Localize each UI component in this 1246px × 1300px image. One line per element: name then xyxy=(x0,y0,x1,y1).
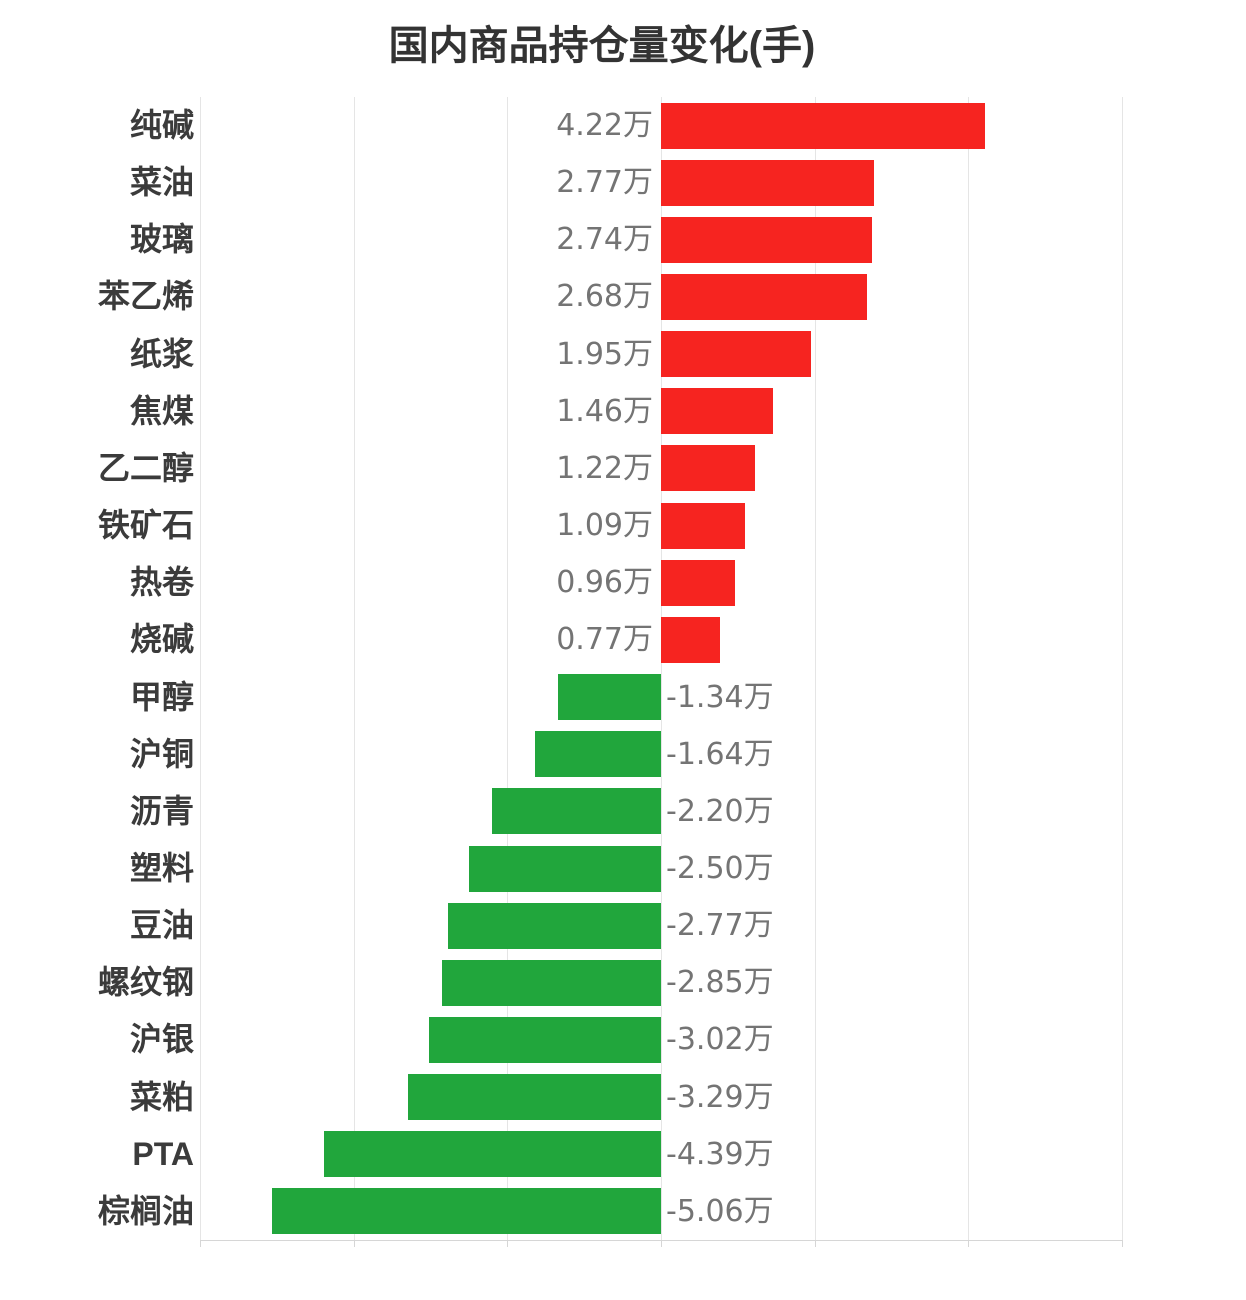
bar-row: 沪银 -3.02万 xyxy=(130,1011,1122,1068)
category-label: 纸浆 xyxy=(129,335,194,372)
negative-bar xyxy=(408,1074,661,1121)
value-label: 1.22万 xyxy=(556,450,653,486)
bar-row: 烧碱 0.77万 xyxy=(130,611,1122,668)
bar-row: 热卷 0.96万 xyxy=(130,554,1122,611)
axis-tick xyxy=(353,1241,355,1247)
positive-bar xyxy=(661,216,872,263)
category-label: 烧碱 xyxy=(129,621,194,658)
value-label: 0.96万 xyxy=(556,565,653,601)
value-label: 1.46万 xyxy=(556,393,653,429)
value-label: -2.20万 xyxy=(666,793,774,829)
category-label: 菜粕 xyxy=(129,1078,194,1115)
positive-bar xyxy=(661,559,735,606)
category-label: 棕榈油 xyxy=(97,1192,194,1229)
bar-row: 纯碱 4.22万 xyxy=(130,97,1122,154)
bar-row: PTA -4.39万 xyxy=(132,1126,1122,1183)
category-label: 苯乙烯 xyxy=(97,278,194,315)
value-label: -3.02万 xyxy=(666,1022,774,1058)
bar-row: 棕榈油 -5.06万 xyxy=(98,1183,1122,1240)
positive-bar xyxy=(661,616,721,663)
value-label: -2.77万 xyxy=(666,908,774,944)
category-label: 沥青 xyxy=(129,792,194,829)
gridline xyxy=(353,97,355,1240)
gridline xyxy=(814,97,816,1240)
value-label: -1.64万 xyxy=(666,736,774,772)
positive-bar xyxy=(661,445,755,492)
x-axis-line xyxy=(200,1240,1123,1241)
gridline xyxy=(507,97,509,1240)
category-label: 沪铜 xyxy=(129,735,194,772)
gridline xyxy=(968,97,970,1240)
negative-bar xyxy=(491,788,661,835)
value-label: -2.85万 xyxy=(666,965,774,1001)
bar-row: 菜油 2.77万 xyxy=(130,154,1122,211)
value-label: 1.95万 xyxy=(556,336,653,372)
positive-bar xyxy=(661,331,811,378)
category-label: 铁矿石 xyxy=(97,507,194,544)
value-label: 2.77万 xyxy=(556,165,653,201)
bar-row: 沥青 -2.20万 xyxy=(130,783,1122,840)
value-label: -1.34万 xyxy=(666,679,774,715)
negative-bar xyxy=(534,731,661,778)
gridline xyxy=(1122,97,1123,1240)
category-label: 热卷 xyxy=(129,564,194,601)
category-label: 乙二醇 xyxy=(97,449,194,486)
negative-bar xyxy=(468,845,661,892)
value-label: 4.22万 xyxy=(556,108,653,143)
axis-tick xyxy=(200,1241,201,1247)
category-label: 纯碱 xyxy=(129,107,194,143)
negative-bar xyxy=(323,1131,661,1178)
category-label: 菜油 xyxy=(129,164,194,201)
axis-tick xyxy=(661,1241,662,1247)
category-label: PTA xyxy=(132,1135,194,1172)
bar-row: 铁矿石 1.09万 xyxy=(98,497,1122,554)
gridline xyxy=(661,97,662,1240)
bar-row: 纸浆 1.95万 xyxy=(130,326,1122,383)
value-label: 2.68万 xyxy=(556,279,653,315)
bar-row: 豆油 -2.77万 xyxy=(130,897,1122,954)
positive-bar xyxy=(661,274,867,320)
positive-bar xyxy=(661,102,986,149)
value-label: -3.29万 xyxy=(666,1079,774,1115)
category-label: 玻璃 xyxy=(129,221,194,258)
bar-row: 甲醇 -1.34万 xyxy=(130,669,1122,726)
negative-bar xyxy=(272,1188,661,1235)
category-label: 焦煤 xyxy=(129,392,194,429)
value-label: 1.09万 xyxy=(556,508,653,544)
bar-row: 沪铜 -1.64万 xyxy=(130,726,1122,783)
category-label: 沪银 xyxy=(129,1021,194,1058)
negative-bar xyxy=(442,959,661,1006)
value-label: -5.06万 xyxy=(666,1193,774,1229)
positive-bar xyxy=(661,159,874,206)
positive-bar xyxy=(661,502,745,549)
category-label: 螺纹钢 xyxy=(97,964,194,1001)
category-label: 塑料 xyxy=(129,849,194,886)
value-label: 0.77万 xyxy=(556,622,653,658)
axis-tick xyxy=(1122,1241,1123,1247)
gridline xyxy=(200,97,201,1240)
axis-tick xyxy=(968,1241,970,1247)
positive-bar xyxy=(661,388,774,435)
axis-tick xyxy=(507,1241,509,1247)
value-label: -4.39万 xyxy=(666,1136,774,1172)
bar-row: 塑料 -2.50万 xyxy=(130,840,1122,897)
negative-bar xyxy=(448,902,661,949)
negative-bar xyxy=(558,674,661,721)
bar-row: 焦煤 1.46万 xyxy=(130,383,1122,440)
bar-row: 苯乙烯 2.68万 xyxy=(98,268,1122,325)
value-label: 2.74万 xyxy=(556,222,653,258)
negative-bar xyxy=(428,1016,661,1063)
bar-row: 螺纹钢 -2.85万 xyxy=(98,954,1122,1011)
axis-tick xyxy=(814,1241,816,1247)
category-label: 豆油 xyxy=(129,907,194,944)
chart-title: 国内商品持仓量变化(手) xyxy=(388,24,816,68)
category-label: 甲醇 xyxy=(129,678,194,715)
bar-row: 菜粕 -3.29万 xyxy=(130,1069,1122,1126)
bar-row: 乙二醇 1.22万 xyxy=(98,440,1122,497)
value-label: -2.50万 xyxy=(666,850,774,886)
bar-row: 玻璃 2.74万 xyxy=(130,211,1122,268)
plot-area: 纯碱 4.22万菜油 2.77万玻璃 2.74万苯乙烯 2.68万纸浆 1.95万焦煤 1.… xyxy=(98,97,1123,1247)
